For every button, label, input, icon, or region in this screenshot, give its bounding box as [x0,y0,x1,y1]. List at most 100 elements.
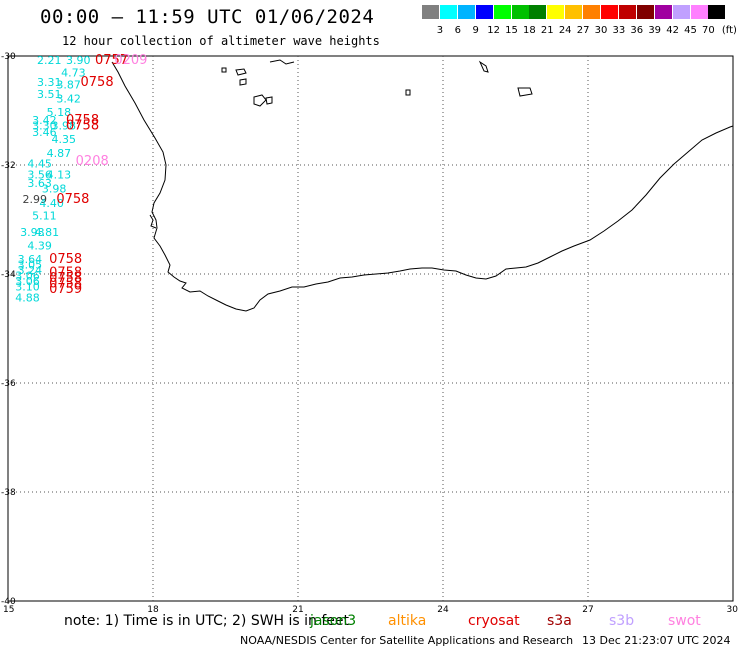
lon-label-4: 27 [582,605,593,615]
legend-swatch-16 [708,5,726,19]
satellite-swot: swot [668,613,701,629]
satellite-altika: altika [388,613,427,629]
coastline [111,59,734,312]
obs-label-15: 0758 [66,119,99,134]
obs-label-11: 3.42 [32,114,57,127]
page-subtitle: 12 hour collection of altimeter wave hei… [62,34,380,48]
lat-label-5: -40 [1,597,16,607]
obs-label-40: 0758 [49,277,82,292]
map-frame [7,55,734,602]
obs-label-34: 3.05 [18,259,42,272]
obs-label-14: 3.98 [52,120,77,133]
obs-label-21: 3.56 [27,169,52,182]
lat-label-0: -30 [1,52,16,62]
legend-swatch-5 [511,5,529,19]
lon-label-0: 15 [3,605,14,615]
legend-label-10: 33 [612,25,626,36]
page-title: 00:00 – 11:59 UTC 01/06/2024 [40,6,375,28]
obs-label-32: 3.64 [18,253,42,266]
obs-label-28: 5.11 [32,210,57,223]
legend-label-8: 27 [576,25,590,36]
island-e [265,96,273,105]
obs-label-35: 3.24 [18,264,42,277]
obs-label-8: 3.51 [37,88,62,101]
obs-label-20: 4.45 [27,158,52,171]
footer-note: note: 1) Time is in UTC; 2) SWH is in fe… [64,613,350,629]
obs-label-43: 4.88 [15,291,40,304]
legend-label-4: 15 [505,25,518,36]
lat-label-2: -34 [1,270,16,280]
legend-label-2: 9 [472,25,479,36]
obs-label-16: 3.46 [32,126,57,139]
lon-label-3: 24 [437,605,449,615]
axis-labels: 15 18 21 24 27 30 -30 -32 -34 -36 -38 -40 [1,52,738,615]
satellite-s3a: s3a [547,613,572,629]
obs-label-37: 3.06 [15,269,40,282]
obs-label-18: 4.87 [47,147,72,160]
legend-label-0: 3 [436,25,444,36]
legend-swatch-2 [457,5,475,19]
obs-label-1: 3.90 [66,54,91,67]
obs-label-22: 4.13 [47,169,72,182]
island-b [235,68,247,76]
lon-label-2: 21 [292,605,303,615]
obs-label-3: 0209 [114,53,147,68]
lat-label-1: -32 [1,161,16,171]
legend-swatch-1 [439,5,457,19]
obs-label-41: 3.10 [15,280,40,293]
obs-label-19: 0208 [76,154,109,169]
obs-label-23: 3.63 [27,177,52,190]
legend-swatch-13 [654,5,672,19]
legend-label-13: 42 [666,25,679,36]
bay-notch [149,214,157,229]
lon-label-5: 30 [727,605,739,615]
obs-label-38: 0758 [49,271,82,286]
legend-swatch-12 [636,5,654,19]
graticule [8,56,733,601]
legend-swatch-3 [475,5,493,19]
satellite-jason3: jason3 [310,613,357,629]
obs-label-39: 3.06 [15,275,40,288]
legend-label-15: 70 [702,25,715,36]
obs-label-9: 3.42 [56,92,80,105]
obs-label-42: 0759 [49,282,82,297]
satellite-s3b: s3b [609,613,635,629]
island-d [253,94,267,107]
legend-swatch-7 [547,5,565,19]
legend-swatch-4 [493,5,511,19]
obs-label-12: 0758 [66,113,99,128]
island-c [239,78,247,86]
legend-swatch-14 [672,5,690,19]
island-g [478,60,489,73]
legend-swatch-6 [529,5,547,19]
island-h [405,89,411,96]
obs-label-13: 3.30 [32,120,57,133]
obs-label-27: 0758 [56,192,89,207]
legend-swatch-15 [690,5,708,19]
lon-label-1: 18 [147,605,159,615]
satellite-cryosat: cryosat [468,613,520,629]
south-africa-coastline [111,61,734,312]
obs-label-6: 3.87 [56,79,80,92]
legend-label-11: 36 [630,25,644,36]
legend-label-14: 45 [684,25,697,36]
obs-label-24: 3.98 [42,182,66,195]
credit-time: 13 Dec 21:23:07 UTC 2024 [582,634,731,647]
obs-label-25: 2.99 [23,193,48,206]
legend-label-7: 24 [558,25,572,36]
legend-label-6: 21 [540,25,554,36]
legend-swatch-10 [601,5,618,19]
legend-label-12: 39 [648,25,662,36]
island-i [517,87,533,97]
legend-unit: (ft) [721,25,737,36]
legend-swatch-8 [565,5,583,19]
legend-label-9: 30 [594,25,608,36]
legend-swatch-9 [583,5,601,19]
obs-label-10: 5.18 [47,106,72,119]
obs-label-0: 2.21 [37,54,62,67]
lat-label-4: -38 [1,488,16,498]
legend-label-3: 12 [487,25,500,36]
obs-label-17: 4.35 [52,133,77,146]
